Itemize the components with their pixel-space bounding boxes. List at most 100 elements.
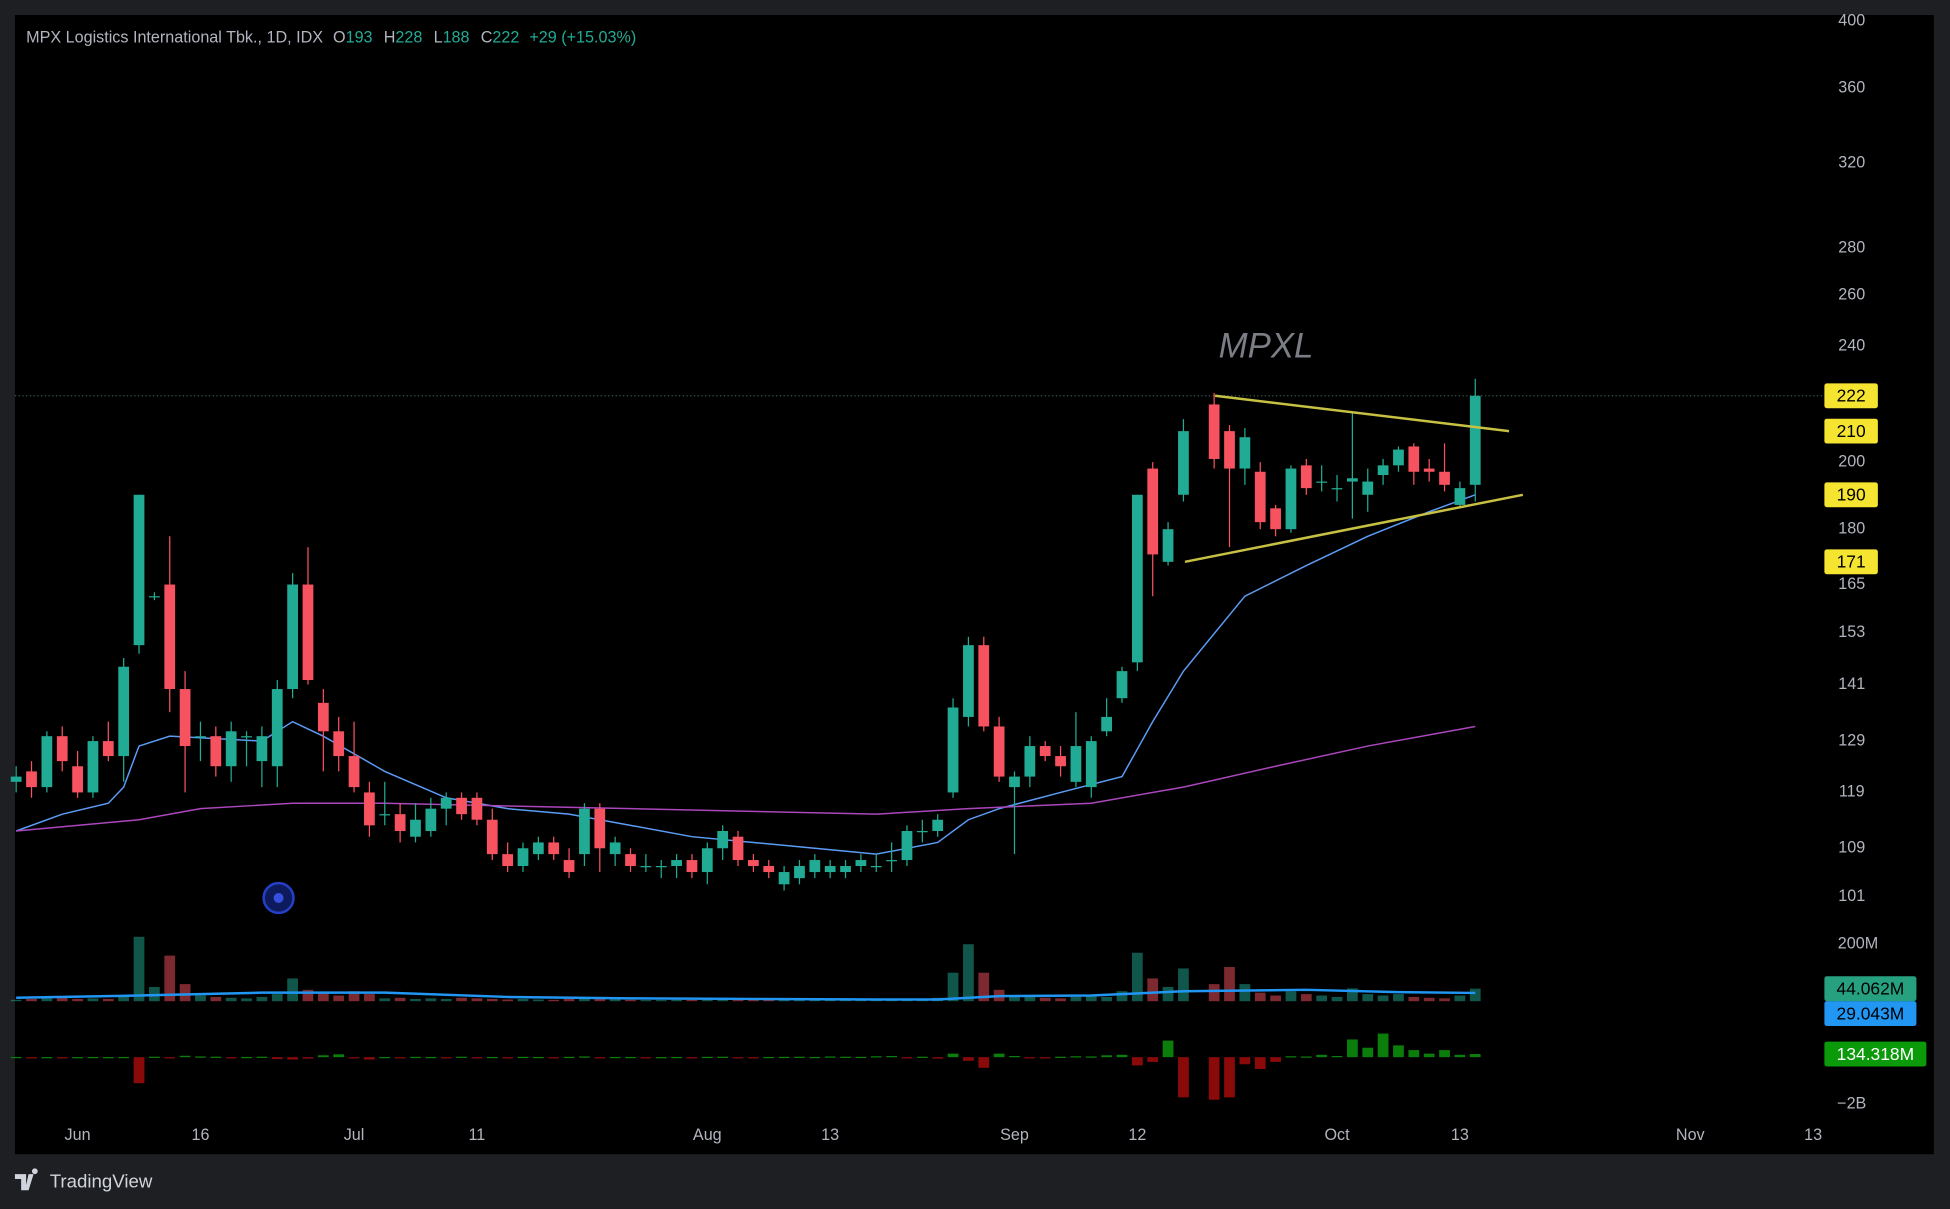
indicator-bar: [794, 1056, 805, 1058]
volume-bar: [1408, 996, 1420, 1002]
indicator-bar: [1347, 1039, 1358, 1058]
volume-bar: [256, 996, 268, 1002]
candle-body: [932, 819, 944, 831]
indicator-bar: [732, 1057, 744, 1059]
price-label-box: [1824, 482, 1878, 508]
indicator-bar: [1101, 1055, 1113, 1058]
y-tick-label: 129: [1838, 731, 1865, 749]
y-tick-label: 109: [1838, 839, 1865, 857]
x-tick-label: 12: [1128, 1126, 1146, 1144]
indicator-bar: [302, 1057, 314, 1059]
candle-body: [701, 848, 713, 873]
indicator-bar: [440, 1057, 452, 1059]
x-tick-label: 13: [821, 1126, 839, 1144]
volume-bar: [1270, 995, 1281, 1002]
legend-value: 188: [443, 29, 470, 47]
volume-bar: [947, 972, 959, 1002]
y-tick-label: 165: [1838, 575, 1865, 593]
indicator-bar: [1024, 1057, 1036, 1059]
candle-body: [56, 736, 68, 762]
volume-label-box: [1824, 976, 1917, 1002]
candle-body: [1131, 494, 1143, 663]
indicator-bar: [855, 1056, 867, 1059]
candle-body: [532, 842, 544, 855]
volume-bar: [1085, 995, 1097, 1002]
candle-body: [901, 830, 913, 861]
indicator-bar: [1178, 1057, 1189, 1098]
volume-bar: [179, 984, 191, 1002]
indicator-bar: [41, 1057, 53, 1059]
volume-bar: [686, 999, 698, 1002]
indicator-bar: [1131, 1057, 1143, 1066]
indicator-bar: [1316, 1054, 1328, 1058]
candle-body: [947, 707, 959, 793]
indicator-bar: [532, 1056, 544, 1059]
legend-key: O: [333, 29, 346, 47]
volume-bar: [102, 998, 114, 1002]
legend-value: 193: [346, 29, 373, 47]
indicator-bar: [886, 1055, 897, 1058]
volume-bar: [1377, 995, 1389, 1002]
indicator-bar: [118, 1056, 130, 1059]
x-tick-label: 16: [191, 1126, 209, 1144]
moving-average: [16, 725, 1476, 832]
candle-body: [993, 726, 1005, 777]
volume-bar: [456, 997, 467, 1002]
candle-body: [1055, 756, 1066, 767]
indicator-bar: [671, 1056, 682, 1059]
indicator-bar: [1039, 1057, 1051, 1059]
candle-body: [1101, 716, 1113, 732]
indicator-bar: [625, 1056, 636, 1059]
candle-body: [425, 808, 437, 831]
candle-body: [686, 860, 698, 873]
volume-bar: [348, 991, 360, 1002]
indicator-bar: [364, 1057, 375, 1060]
y-tick-label: 260: [1838, 286, 1865, 304]
indicator-label: 134.318M: [1837, 1044, 1914, 1064]
indicator-bar: [1147, 1057, 1159, 1062]
indicator-bar: [87, 1056, 99, 1059]
logo-icon: [14, 1168, 38, 1191]
indicator-bar: [963, 1057, 974, 1061]
candle-body: [809, 860, 821, 873]
volume-bar: [225, 997, 237, 1002]
volume-bar: [195, 995, 206, 1002]
candle-body: [41, 736, 53, 788]
indicator-bar: [195, 1056, 206, 1058]
volume-bar: [317, 992, 329, 1002]
volume-bar: [1101, 996, 1113, 1002]
candle-body: [333, 731, 345, 757]
volume-bar: [748, 999, 759, 1002]
indicator-bar: [1085, 1056, 1097, 1058]
volume-bar: [56, 997, 68, 1002]
indicator-bar: [456, 1056, 467, 1058]
candle-body: [287, 584, 298, 690]
indicator-bar: [1254, 1057, 1266, 1069]
indicator-bar: [1270, 1057, 1281, 1062]
candle-body: [87, 741, 99, 793]
candle-body: [486, 819, 498, 855]
candle-body: [579, 808, 590, 855]
indicator-bar: [870, 1056, 882, 1058]
volume-bar: [1009, 996, 1020, 1002]
candle-body: [594, 808, 606, 849]
indicator-bar: [317, 1055, 329, 1058]
indicator-bar: [609, 1056, 621, 1059]
candle-body: [794, 866, 805, 879]
legend-change: +29 (+15.03%): [529, 29, 636, 47]
y-tick-label: 360: [1838, 79, 1865, 97]
candle-body: [1347, 478, 1358, 482]
price-label: 222: [1837, 386, 1866, 406]
candle-body: [1239, 437, 1251, 469]
indicator-bar: [72, 1057, 83, 1059]
volume-bar: [840, 1000, 851, 1002]
indicator-bar: [640, 1057, 652, 1059]
y-tick-label: 400: [1838, 12, 1865, 30]
candle-body: [1423, 468, 1435, 472]
indicator-bar: [394, 1057, 406, 1059]
event-marker-dot: [273, 893, 284, 903]
volume-bar: [10, 999, 22, 1002]
candle-body: [1224, 431, 1235, 469]
y-tick-label: 101: [1838, 887, 1865, 905]
y-tick-label: 141: [1838, 675, 1865, 693]
